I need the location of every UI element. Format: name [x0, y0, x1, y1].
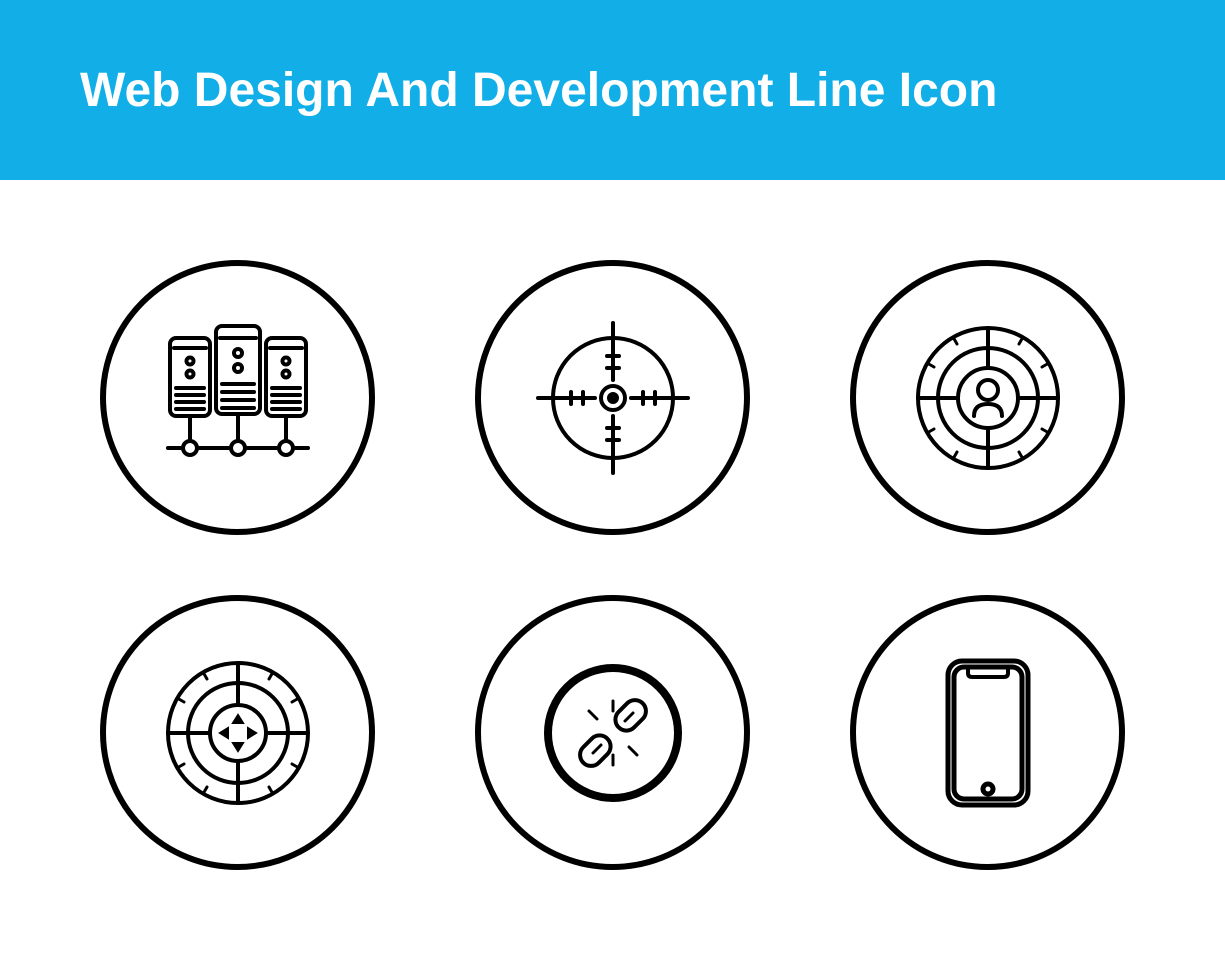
icon-container	[100, 260, 375, 535]
user-target-icon	[898, 308, 1078, 488]
header-banner: Web Design And Development Line Icon	[0, 0, 1225, 180]
server-network-icon	[148, 308, 328, 488]
icon-container	[850, 595, 1125, 870]
radar-target-icon	[148, 643, 328, 823]
icon-grid	[0, 180, 1225, 950]
icon-container	[100, 595, 375, 870]
crosshair-target-icon	[523, 308, 703, 488]
icon-container	[850, 260, 1125, 535]
broken-link-icon	[523, 643, 703, 823]
page-title: Web Design And Development Line Icon	[80, 63, 997, 118]
icon-container	[475, 595, 750, 870]
icon-container	[475, 260, 750, 535]
smartphone-icon	[898, 643, 1078, 823]
